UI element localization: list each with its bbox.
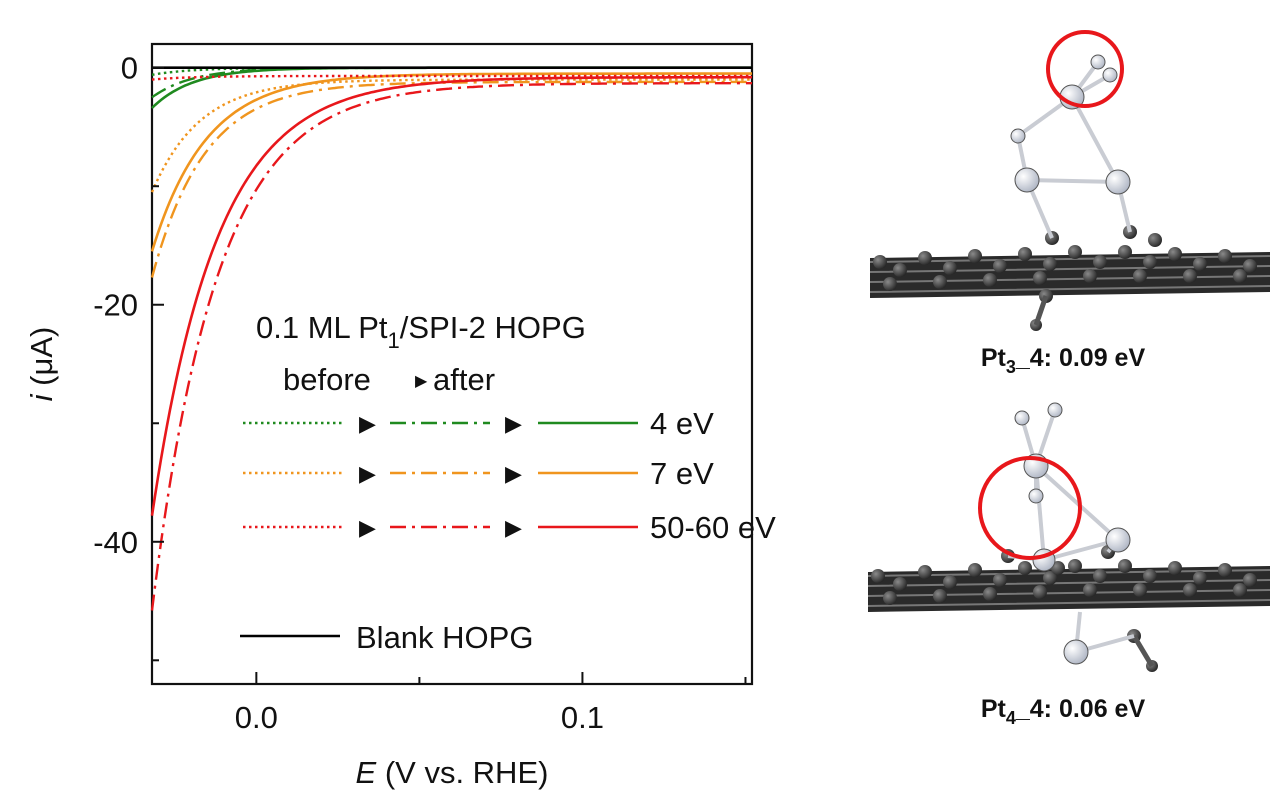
y-tick-label: -40: [93, 525, 138, 560]
structure-pt4-4: Pt4_4: 0.06 eV: [867, 402, 1271, 728]
legend-arrow-icon: ▶: [359, 516, 376, 541]
pt-atom: [1105, 527, 1131, 553]
graphene-bonds: [869, 255, 1271, 293]
pt-atom: [1105, 169, 1131, 195]
structure-caption-1: Pt3_4: 0.09 eV: [981, 344, 1146, 377]
series-line-50-60-ev-after: [150, 75, 752, 516]
structure-pt3-4: Pt3_4: 0.09 eV: [869, 30, 1271, 377]
h-atom: [1047, 402, 1063, 418]
h-atom: [1028, 488, 1044, 504]
h-atom: [1102, 67, 1118, 83]
tick-layer: 0.0 0.1 0 -20 -40: [93, 51, 747, 735]
legend-blank-label: Blank HOPG: [356, 620, 533, 655]
bond-c-below: [1131, 634, 1155, 668]
legend-title: 0.1 ML Pt1/SPI-2 HOPG: [256, 310, 586, 353]
series-line-50-60-ev-before: [151, 74, 752, 81]
legend-row: ▶ ▶ 7 eV: [243, 456, 714, 491]
plot-frame: [150, 42, 754, 686]
series-line-7-ev-middle: [150, 80, 752, 278]
x-tick-label: 0.0: [235, 700, 278, 735]
legend-before-label: before: [283, 362, 371, 397]
y-tick-label: 0: [121, 51, 138, 86]
structure-caption-2: Pt4_4: 0.06 eV: [981, 695, 1146, 728]
series-layer: [150, 66, 752, 611]
y-axis-title: i (μA): [24, 327, 59, 402]
legend-rows: ▶ ▶ 4 eV ▶ ▶ 7 eV ▶ ▶ 50-60 eV: [243, 406, 776, 545]
legend-arrow-icon: ▶: [505, 462, 522, 487]
highlight-circle: [1046, 30, 1124, 108]
series-line-50-60-ev-middle: [150, 81, 752, 611]
x-axis-title: E (V vs. RHE): [356, 755, 549, 790]
pt-atom: [1063, 639, 1089, 665]
legend-arrow-icon: ▶: [359, 412, 376, 437]
h-atom: [1090, 54, 1106, 70]
graphene-bonds: [867, 569, 1271, 607]
y-tick-label: -20: [93, 288, 138, 323]
bond-c-below: [1033, 295, 1049, 326]
x-tick-label: 0.1: [561, 700, 604, 735]
pt-bonds: [1007, 409, 1120, 562]
legend-label: 4 eV: [650, 406, 714, 441]
legend-arrow-icon: ▶: [505, 412, 522, 437]
series-line-7-ev-after: [150, 72, 752, 252]
legend-label: 50-60 eV: [650, 510, 776, 545]
pt-atom: [1014, 167, 1040, 193]
legend-subtitle-arrow-icon: ▶: [415, 371, 428, 390]
legend-arrow-icon: ▶: [505, 516, 522, 541]
carbon-atoms: [871, 545, 1257, 672]
series-line-7-ev-before: [150, 78, 752, 193]
legend: 0.1 ML Pt1/SPI-2 HOPG before ▶ after ▶ ▶ 4…: [240, 310, 776, 655]
legend-after-label: after: [433, 362, 495, 397]
legend-arrow-icon: ▶: [359, 462, 376, 487]
highlight-circle: [978, 456, 1082, 560]
legend-label: 7 eV: [650, 456, 714, 491]
legend-row: ▶ ▶ 4 eV: [243, 406, 714, 441]
h-atom: [1010, 128, 1026, 144]
h-atom: [1014, 410, 1030, 426]
legend-row: ▶ ▶ 50-60 eV: [243, 510, 776, 545]
